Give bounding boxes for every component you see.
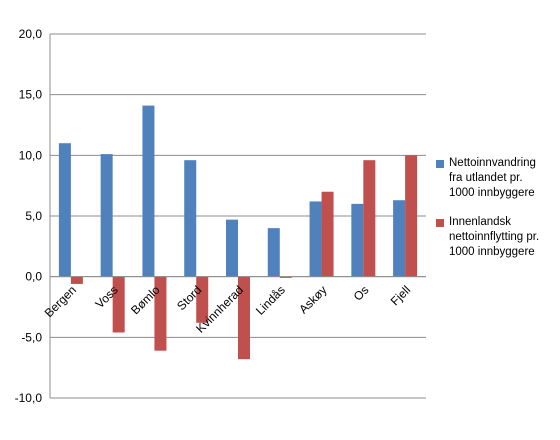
legend-label-line: nettoinnflytting pr. — [449, 231, 540, 243]
legend-item-series-2: Innenlandsk nettoinnflytting pr. 1000 in… — [436, 215, 560, 260]
chart-legend: Nettoinnvandring fra utlandet pr. 1000 i… — [436, 156, 560, 274]
bar-innenlandsk-8 — [405, 155, 418, 277]
legend-swatch-series-1 — [436, 160, 444, 168]
y-tick-label: 5,0 — [25, 209, 42, 223]
bar-nettoinnvandring-1 — [100, 154, 113, 277]
legend-label-line: 1000 innbyggere — [449, 187, 535, 199]
bar-nettoinnvandring-8 — [393, 200, 406, 277]
bar-innenlandsk-5 — [279, 276, 292, 278]
y-tick-label: 0,0 — [25, 270, 42, 284]
bar-nettoinnvandring-4 — [226, 219, 238, 277]
bar-innenlandsk-1 — [112, 276, 125, 333]
x-category-label: Os — [351, 283, 372, 304]
bar-innenlandsk-7 — [363, 160, 376, 277]
bar-nettoinnvandring-2 — [142, 105, 155, 277]
x-category-label: Askøy — [296, 283, 329, 316]
bar-nettoinnvandring-6 — [309, 201, 322, 277]
legend-label-series-1: Nettoinnvandring fra utlandet pr. 1000 i… — [449, 156, 536, 201]
x-category-label: Bergen — [42, 283, 79, 320]
bar-innenlandsk-2 — [154, 276, 167, 351]
y-tick-label: 15,0 — [19, 88, 43, 102]
y-tick-label: -5,0 — [21, 330, 42, 344]
bar-nettoinnvandring-7 — [351, 203, 364, 277]
y-tick-label: 20,0 — [19, 27, 43, 41]
legend-swatch-series-2 — [436, 219, 444, 227]
bar-innenlandsk-3 — [196, 276, 209, 323]
x-category-label: Lindås — [253, 283, 288, 318]
legend-label-series-2: Innenlandsk nettoinnflytting pr. 1000 in… — [449, 215, 539, 260]
bar-innenlandsk-0 — [70, 276, 83, 284]
y-tick-label: 10,0 — [19, 148, 43, 162]
legend-label-line: Nettoinnvandring — [449, 157, 536, 169]
legend-label-line: 1000 innbyggere — [449, 246, 535, 258]
bar-innenlandsk-4 — [238, 276, 250, 360]
bar-nettoinnvandring-5 — [267, 228, 280, 277]
bar-innenlandsk-6 — [321, 191, 334, 277]
legend-label-line: Innenlandsk — [449, 216, 512, 228]
legend-item-series-1: Nettoinnvandring fra utlandet pr. 1000 i… — [436, 156, 560, 201]
bar-nettoinnvandring-0 — [58, 143, 71, 277]
y-tick-label: -10,0 — [15, 391, 43, 405]
bar-nettoinnvandring-3 — [184, 160, 197, 277]
x-category-label: Fjell — [388, 283, 413, 308]
legend-label-line: fra utlandet pr. — [449, 172, 523, 184]
